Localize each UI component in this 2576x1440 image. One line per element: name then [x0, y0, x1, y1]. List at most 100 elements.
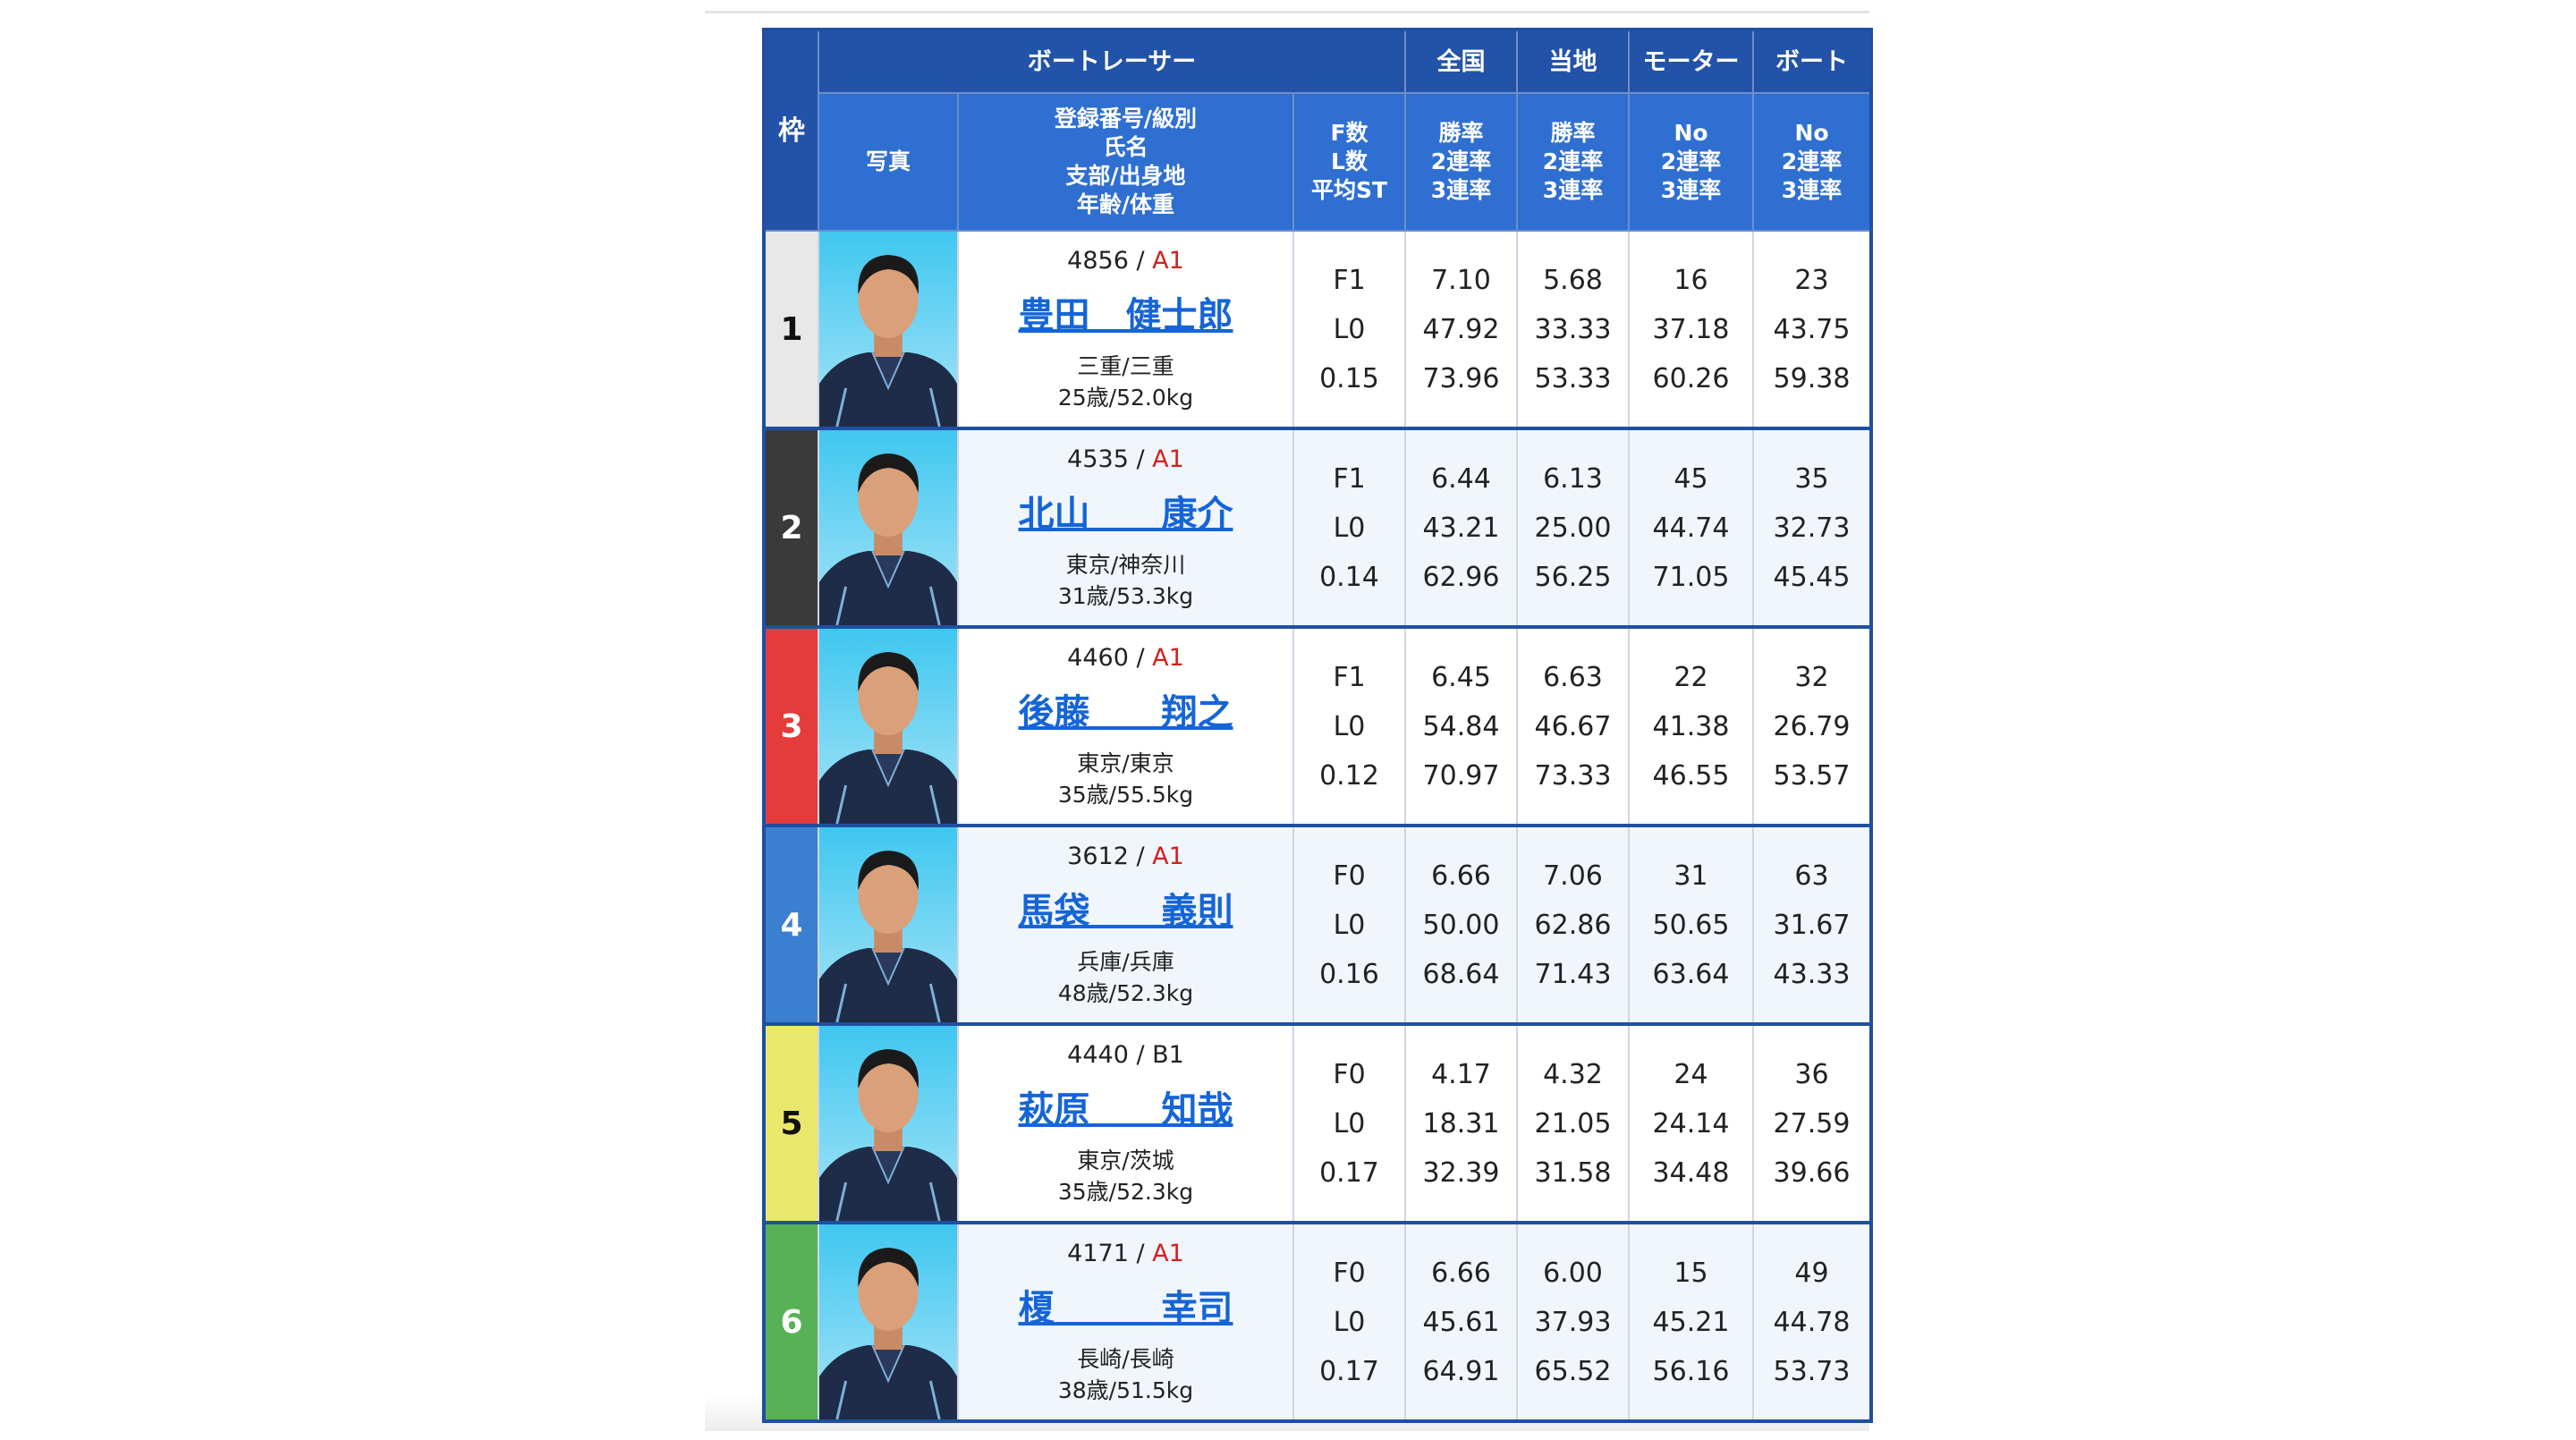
local-2-rate: 33.33 [1534, 313, 1612, 345]
waku-number: 2 [763, 428, 819, 629]
motor-stats: 16 37.18 60.26 [1628, 231, 1754, 430]
racer-name-link[interactable]: 馬袋 義則 [1018, 891, 1233, 932]
boat-3-rate: 59.38 [1773, 362, 1851, 394]
local-stats: 5.68 33.33 53.33 [1516, 231, 1630, 430]
registration-and-class: 4171 / A1 [1067, 1240, 1184, 1267]
boat-2-rate: 31.67 [1773, 909, 1851, 941]
registration-number: 4856 [1067, 247, 1129, 275]
fl-st: F1 L0 0.14 [1292, 428, 1406, 629]
l-count: L0 [1333, 512, 1366, 544]
waku-number: 3 [763, 627, 819, 827]
local-2-rate: 21.05 [1534, 1107, 1612, 1139]
header-line: 勝率 [1550, 120, 1596, 146]
racer-name-link[interactable]: 後藤 翔之 [1018, 692, 1233, 733]
boat-number: 32 [1794, 661, 1829, 693]
waku-number: 6 [763, 1223, 819, 1423]
motor-3-rate: 60.26 [1652, 362, 1730, 394]
boat-number: 63 [1794, 860, 1829, 892]
header-line: No [1674, 120, 1708, 146]
header-national: 全国 [1404, 29, 1518, 94]
national-win-rate: 6.44 [1431, 462, 1491, 495]
local-win-rate: 6.63 [1543, 661, 1603, 693]
registration-and-class: 3612 / A1 [1067, 843, 1184, 870]
boat-3-rate: 43.33 [1773, 958, 1851, 990]
motor-3-rate: 34.48 [1652, 1156, 1730, 1189]
racer-info: 4440 / B1 萩原 知哉 東京/茨城 35歳/52.3kg [957, 1024, 1294, 1224]
racer-row: 4 3612 / A1 馬袋 義則 兵庫/兵庫 48歳/52.3kg F0 L0 0… [763, 826, 1872, 1026]
local-3-rate: 31.58 [1534, 1156, 1612, 1189]
motor-number: 31 [1674, 860, 1708, 892]
header-info-line: 登録番号/級別 [1054, 106, 1198, 131]
registration-number: 4440 [1067, 1041, 1129, 1069]
boat-number: 49 [1794, 1257, 1829, 1289]
national-stats: 6.45 54.84 70.97 [1404, 627, 1518, 827]
racer-photo [818, 231, 959, 430]
age-weight: 48歳/52.3kg [1057, 980, 1194, 1006]
national-win-rate: 4.17 [1431, 1058, 1491, 1090]
local-win-rate: 6.00 [1543, 1257, 1603, 1289]
motor-stats: 15 45.21 56.16 [1628, 1223, 1754, 1423]
motor-2-rate: 45.21 [1652, 1306, 1730, 1338]
local-2-rate: 62.86 [1534, 909, 1612, 941]
boat-2-rate: 27.59 [1773, 1107, 1851, 1139]
local-3-rate: 65.52 [1534, 1355, 1612, 1387]
branch-origin: 長崎/長崎 [1077, 1346, 1174, 1372]
branch-origin: 東京/東京 [1077, 750, 1174, 776]
national-2-rate: 50.00 [1422, 909, 1500, 941]
motor-stats: 24 24.14 34.48 [1628, 1024, 1754, 1224]
l-count: L0 [1333, 313, 1366, 345]
racer-row: 6 4171 / A1 榎 幸司 長崎/長崎 38歳/51.5kg F0 L0 0.… [763, 1223, 1872, 1423]
national-win-rate: 7.10 [1431, 264, 1491, 296]
racer-name-link[interactable]: 榎 幸司 [1018, 1288, 1233, 1329]
national-2-rate: 45.61 [1422, 1306, 1500, 1338]
racer-name-link[interactable]: 豊田 健士郎 [1018, 295, 1233, 336]
branch-origin: 三重/三重 [1077, 353, 1174, 379]
fl-st: F0 L0 0.17 [1292, 1223, 1406, 1423]
racer-portrait-image [819, 1049, 957, 1221]
local-stats: 6.63 46.67 73.33 [1516, 627, 1630, 827]
header-info-line: 支部/出身地 [1065, 163, 1186, 189]
national-3-rate: 73.96 [1422, 362, 1500, 394]
header-line: 勝率 [1438, 120, 1484, 146]
racer-name-link[interactable]: 萩原 知哉 [1018, 1089, 1233, 1131]
national-2-rate: 18.31 [1422, 1107, 1500, 1139]
racer-name-link[interactable]: 北山 康介 [1018, 494, 1233, 535]
boat-stats: 35 32.73 45.45 [1752, 428, 1872, 629]
boat-stats: 63 31.67 43.33 [1752, 826, 1872, 1026]
fl-st: F0 L0 0.16 [1292, 826, 1406, 1026]
boat-2-rate: 26.79 [1773, 710, 1851, 742]
header-national-sub: 勝率 2連率 3連率 [1404, 92, 1518, 232]
fl-st: F0 L0 0.17 [1292, 1024, 1406, 1224]
motor-number: 45 [1674, 462, 1708, 495]
boat-2-rate: 43.75 [1773, 313, 1851, 345]
registration-number: 4171 [1067, 1240, 1129, 1267]
average-st: 0.14 [1319, 561, 1379, 593]
national-3-rate: 62.96 [1422, 561, 1500, 593]
header-line: 2連率 [1542, 148, 1604, 174]
header-motor-sub: No 2連率 3連率 [1628, 92, 1754, 232]
national-2-rate: 43.21 [1422, 512, 1500, 544]
national-win-rate: 6.45 [1431, 661, 1491, 693]
local-2-rate: 25.00 [1534, 512, 1612, 544]
motor-number: 15 [1674, 1257, 1708, 1289]
boat-stats: 32 26.79 53.57 [1752, 627, 1872, 827]
header-local: 当地 [1516, 29, 1630, 94]
boat-2-rate: 32.73 [1773, 512, 1851, 544]
l-count: L0 [1333, 909, 1366, 941]
local-win-rate: 7.06 [1543, 860, 1603, 892]
local-3-rate: 53.33 [1534, 362, 1612, 394]
national-2-rate: 54.84 [1422, 710, 1500, 742]
national-stats: 6.66 45.61 64.91 [1404, 1223, 1518, 1423]
header-boat: ボート [1752, 29, 1872, 94]
age-weight: 31歳/53.3kg [1057, 583, 1194, 609]
average-st: 0.16 [1319, 958, 1379, 990]
racer-info: 3612 / A1 馬袋 義則 兵庫/兵庫 48歳/52.3kg [957, 826, 1294, 1026]
local-win-rate: 6.13 [1543, 462, 1603, 495]
header-info-line: 年齢/体重 [1076, 191, 1175, 217]
motor-number: 16 [1674, 264, 1708, 296]
header-info: 登録番号/級別 氏名 支部/出身地 年齢/体重 [957, 92, 1294, 232]
motor-2-rate: 41.38 [1652, 710, 1730, 742]
age-weight: 25歳/52.0kg [1057, 385, 1194, 411]
fl-st: F1 L0 0.15 [1292, 231, 1406, 430]
local-stats: 4.32 21.05 31.58 [1516, 1024, 1630, 1224]
